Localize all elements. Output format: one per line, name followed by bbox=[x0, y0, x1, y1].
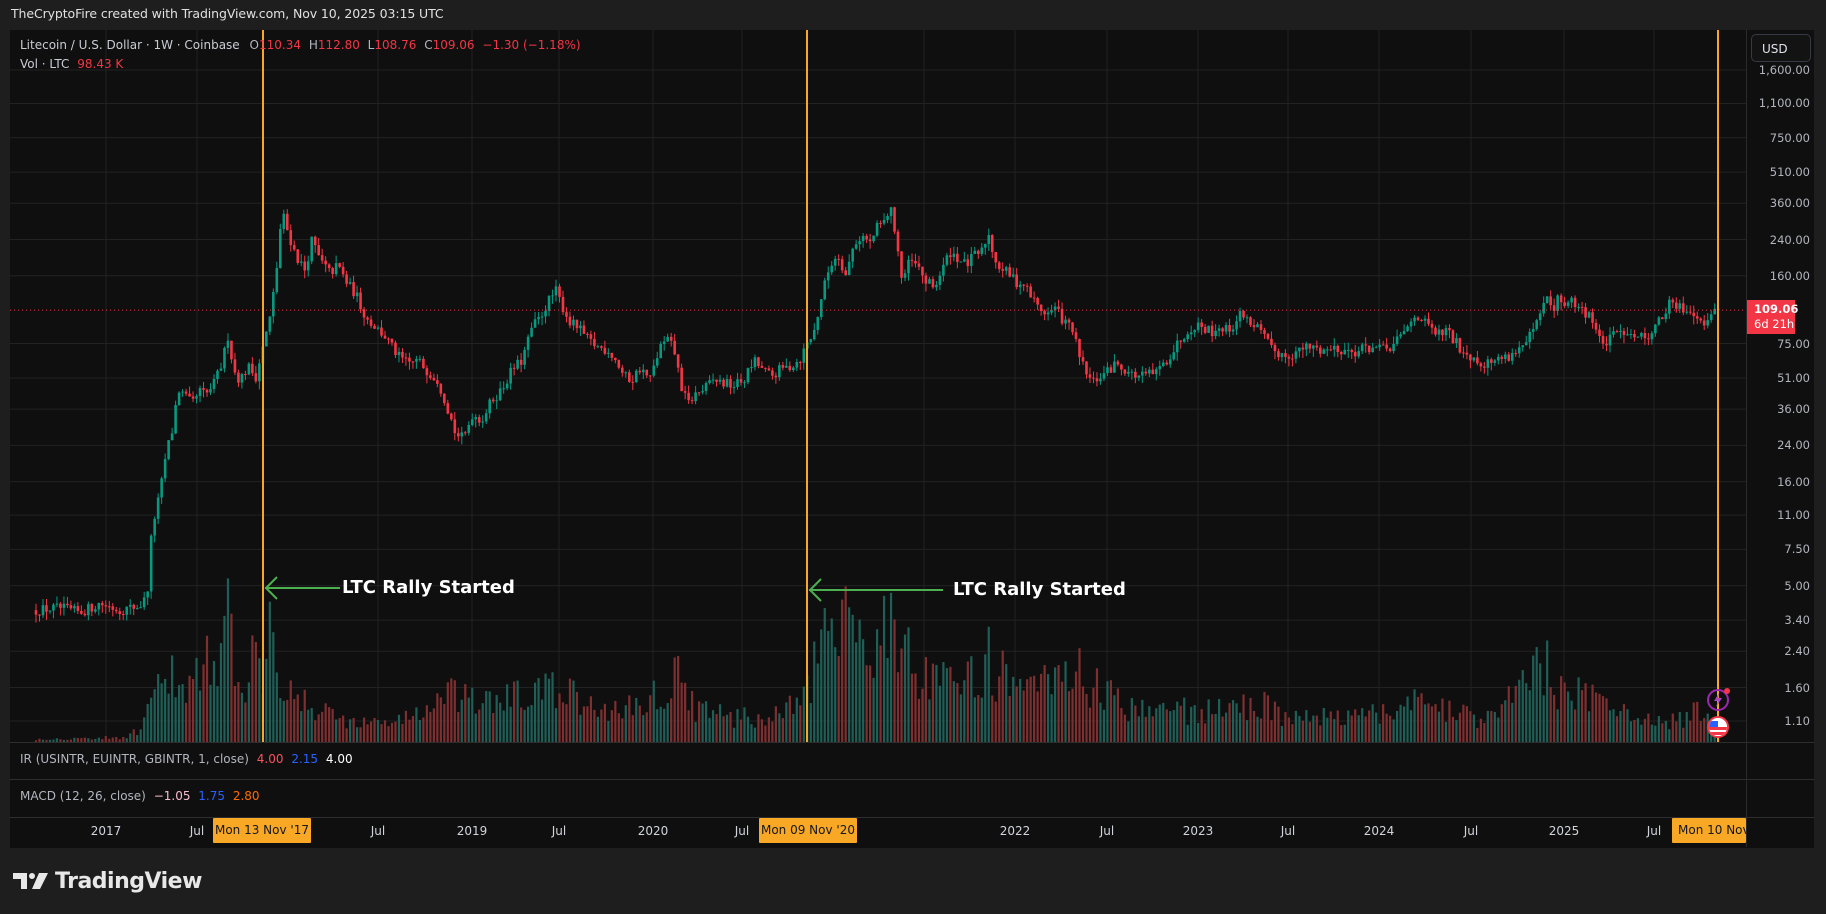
high-value: 112.80 bbox=[317, 38, 360, 52]
ir-indicator-legend[interactable]: IR (USINTR, EUINTR, GBINTR, 1, close) 4.… bbox=[20, 752, 353, 766]
price-axis-tick: 750.00 bbox=[1769, 130, 1810, 145]
us-flag-event-icon[interactable] bbox=[1707, 716, 1729, 738]
time-axis-tick: 2022 bbox=[999, 824, 1031, 838]
price-axis-tick: 1,600.00 bbox=[1758, 62, 1810, 77]
price-axis-tick: 24.00 bbox=[1777, 438, 1810, 453]
macd-value-3: 2.80 bbox=[232, 789, 260, 803]
price-axis-tick: 11.00 bbox=[1777, 508, 1810, 523]
price-axis-tick: 1.10 bbox=[1784, 714, 1810, 728]
macd-value-1: −1.05 bbox=[153, 789, 191, 803]
price-axis-tick: 510.00 bbox=[1769, 165, 1810, 180]
time-axis-tick: Jul bbox=[1646, 824, 1662, 838]
price-axis-tick: 360.00 bbox=[1769, 196, 1810, 211]
macd-label[interactable]: MACD (12, 26, close) bbox=[20, 789, 146, 803]
last-price-label: 109.06 6d 21h bbox=[1747, 300, 1799, 334]
price-axis-tick: 1,100.00 bbox=[1758, 96, 1810, 111]
price-axis-tick: 7.50 bbox=[1784, 542, 1810, 557]
last-price-value: 109.06 bbox=[1754, 302, 1799, 316]
time-axis-tick: Jul bbox=[1280, 824, 1296, 838]
time-axis-tick: Jul bbox=[370, 824, 386, 838]
ir-value-1: 4.00 bbox=[256, 752, 284, 766]
tradingview-logo-text: TradingView bbox=[55, 868, 202, 894]
lightning-event-icon[interactable] bbox=[1707, 688, 1730, 711]
open-label: O bbox=[249, 38, 259, 52]
close-label: C bbox=[424, 38, 433, 52]
macd-value-2: 1.75 bbox=[198, 789, 226, 803]
change-value: −1.30 (−1.18%) bbox=[482, 38, 581, 52]
bar-countdown: 6d 21h bbox=[1754, 317, 1795, 331]
time-axis-tick: 2020 bbox=[637, 824, 669, 838]
high-label: H bbox=[308, 38, 318, 52]
price-axis-tick: 16.00 bbox=[1777, 474, 1810, 489]
time-axis-tick: 2024 bbox=[1363, 824, 1395, 838]
ir-label[interactable]: IR (USINTR, EUINTR, GBINTR, 1, close) bbox=[20, 752, 249, 766]
time-axis-tick: Jul bbox=[734, 824, 750, 838]
tradingview-logo-icon bbox=[13, 873, 48, 889]
price-axis-tick: 51.00 bbox=[1777, 371, 1810, 385]
price-axis-tick: 36.00 bbox=[1777, 402, 1810, 417]
tradingview-logo[interactable]: TradingView bbox=[13, 868, 202, 894]
price-axis-tick: 3.40 bbox=[1784, 613, 1810, 628]
annotation-rally-2017[interactable]: LTC Rally Started bbox=[342, 577, 515, 598]
time-axis-tick: 2017 bbox=[90, 824, 122, 838]
volume-legend[interactable]: Vol · LTC 98.43 K bbox=[20, 57, 123, 71]
chart-canvas[interactable] bbox=[10, 30, 1814, 848]
time-highlight-2020: Mon 09 Nov '20 bbox=[759, 818, 857, 843]
ir-value-3: 4.00 bbox=[325, 752, 353, 766]
price-axis-tick: 2.40 bbox=[1784, 644, 1810, 659]
volume-label[interactable]: Vol · LTC bbox=[20, 57, 70, 71]
time-axis-tick: Jul bbox=[1099, 824, 1115, 838]
time-axis-tick: Jul bbox=[551, 824, 567, 838]
time-highlight-2017: Mon 13 Nov '17 bbox=[213, 818, 311, 843]
close-value: 109.06 bbox=[432, 38, 475, 52]
price-axis-tick: 75.00 bbox=[1777, 336, 1810, 351]
symbol-legend[interactable]: Litecoin / U.S. Dollar · 1W · Coinbase O… bbox=[20, 38, 581, 52]
low-value: 108.76 bbox=[374, 38, 417, 52]
time-axis-tick: Jul bbox=[189, 824, 205, 838]
time-axis-tick: 2025 bbox=[1548, 824, 1580, 838]
price-axis-tick: 5.00 bbox=[1784, 578, 1810, 593]
macd-indicator-legend[interactable]: MACD (12, 26, close) −1.05 1.75 2.80 bbox=[20, 789, 260, 803]
time-axis-tick: 2023 bbox=[1182, 824, 1214, 838]
price-axis-tick: 160.00 bbox=[1769, 268, 1810, 283]
chart-credit: TheCryptoFire created with TradingView.c… bbox=[11, 6, 444, 21]
volume-value: 98.43 K bbox=[77, 57, 124, 71]
open-value: 110.34 bbox=[258, 38, 301, 52]
ir-value-2: 2.15 bbox=[291, 752, 319, 766]
price-axis-tick: 240.00 bbox=[1769, 232, 1810, 247]
time-axis-tick: 2019 bbox=[456, 824, 488, 838]
low-label: L bbox=[367, 38, 375, 52]
time-axis-tick: Jul bbox=[1463, 824, 1479, 838]
price-axis-tick: 1.60 bbox=[1784, 680, 1810, 695]
currency-button[interactable]: USD bbox=[1751, 34, 1811, 62]
time-highlight-2025: Mon 10 Nov '25 bbox=[1672, 818, 1746, 843]
annotation-rally-2020[interactable]: LTC Rally Started bbox=[953, 579, 1126, 600]
symbol-name[interactable]: Litecoin / U.S. Dollar · 1W · Coinbase bbox=[20, 38, 240, 52]
